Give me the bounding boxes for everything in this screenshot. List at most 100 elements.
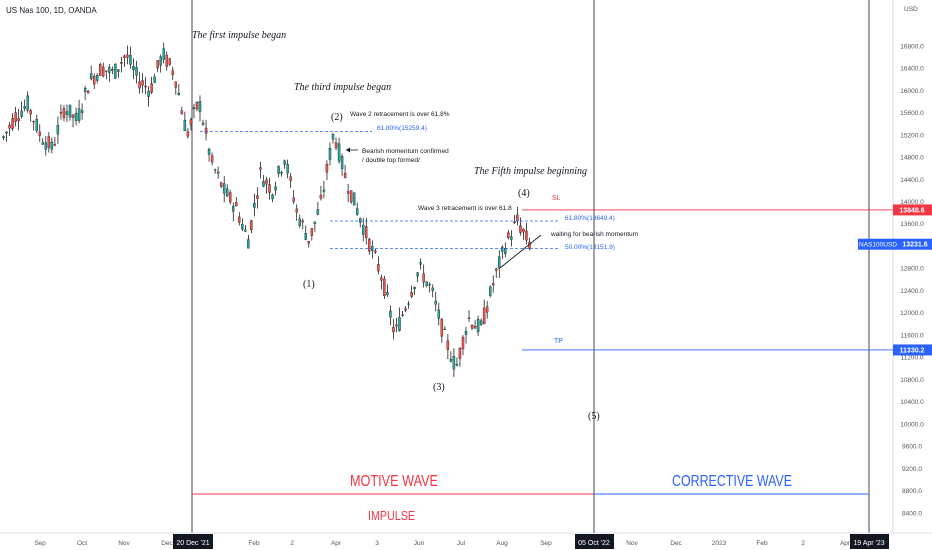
time-tick-label: Apr: [840, 540, 851, 547]
candle-body: [298, 218, 301, 226]
wave3-label: (3): [433, 382, 445, 393]
candle-body: [17, 118, 20, 121]
svg-text:13848.6: 13848.6: [899, 207, 924, 214]
time-tick-label: Dec: [161, 540, 173, 547]
wave5-label: (5): [588, 411, 600, 422]
candle-body: [207, 148, 211, 155]
candle-body: [368, 238, 371, 252]
candle-body: [286, 164, 289, 174]
candle-body: [35, 119, 38, 131]
candle-body: [216, 171, 220, 174]
candle-body: [14, 112, 17, 122]
candle-body: [162, 48, 165, 60]
candle-body: [213, 169, 217, 171]
candle-body: [65, 111, 69, 115]
candle-body: [50, 141, 54, 150]
candle-body: [123, 55, 126, 58]
candle-body: [247, 239, 250, 249]
candle-body: [71, 114, 75, 118]
price-tick-label: 8800.0: [902, 488, 922, 495]
candle-body: [443, 328, 447, 330]
price-tick-label: 14000.0: [900, 199, 924, 206]
candle-body: [262, 181, 265, 187]
sl-label: SL: [552, 195, 561, 202]
wave4-label: (4): [518, 188, 530, 199]
time-axis[interactable]: [0, 533, 932, 550]
candle-body: [189, 119, 193, 125]
candle-body: [522, 228, 525, 233]
time-tick-label: 2: [290, 540, 294, 547]
fib-618-wave4-label: 61.80%(13649.4): [565, 215, 615, 222]
candle-body: [80, 110, 84, 113]
candle-body: [111, 69, 114, 71]
candle-body: [337, 143, 341, 162]
candle-body: [392, 326, 395, 333]
candle-body: [86, 90, 90, 94]
candle-body: [383, 278, 386, 297]
plot-area[interactable]: [0, 0, 893, 533]
candle-body: [38, 131, 41, 136]
candle-body: [389, 310, 392, 318]
candle-body: [219, 182, 223, 187]
time-tick-label: Nov: [118, 540, 130, 547]
candle-body: [204, 127, 208, 134]
wave2-note: Wave 2 retracement is over 61.8%: [350, 111, 450, 118]
tp-price-tag: 11330.2: [893, 344, 932, 356]
bearish-arrow-head: [346, 147, 350, 153]
candle-body: [485, 306, 489, 313]
svg-text:11330.2: 11330.2: [900, 347, 925, 354]
time-tick-label: 3: [375, 540, 379, 547]
candle-body: [319, 195, 323, 199]
candle-body: [141, 80, 144, 86]
candle-body: [171, 70, 174, 76]
candle-body: [59, 111, 63, 114]
motive-wave-label: MOTIVE WAVE: [350, 473, 438, 490]
candle-body: [386, 291, 389, 296]
candle-body: [431, 287, 434, 291]
candle-body: [428, 284, 431, 286]
svg-text:20 Dec '21: 20 Dec '21: [176, 540, 209, 547]
candle-body: [147, 90, 150, 97]
candle-body: [365, 226, 368, 239]
candle-body: [177, 92, 181, 95]
candle-body: [349, 190, 353, 203]
tp-label: TP: [554, 338, 563, 345]
price-axis[interactable]: [893, 0, 932, 533]
price-tick-label: 14800.0: [900, 155, 924, 162]
candle-body: [120, 62, 123, 64]
candle-body: [41, 142, 45, 145]
candle-body: [159, 56, 162, 66]
time-tick-label: Aug: [496, 540, 508, 547]
candle-body: [377, 264, 380, 272]
candle-body: [464, 330, 468, 335]
candle-body: [498, 256, 501, 269]
candle-body: [422, 273, 425, 283]
candle-body: [410, 292, 413, 297]
time-tick-label: Nov: [626, 540, 638, 547]
price-tick-label: 10800.0: [900, 377, 924, 384]
candle-body: [117, 69, 120, 72]
candle-body: [102, 66, 105, 77]
price-tick-label: 12800.0: [900, 266, 924, 273]
candle-body: [89, 73, 93, 80]
time-tick-label: 2: [801, 540, 805, 547]
candle-body: [504, 248, 507, 255]
waiting-note: waiting for bearish momentum: [550, 231, 638, 238]
candle-body: [516, 214, 519, 222]
candle-body: [395, 324, 398, 327]
candle-body: [280, 172, 283, 174]
candle-body: [440, 318, 444, 337]
candle-body: [501, 246, 504, 252]
candle-body: [470, 325, 474, 329]
candle-body: [488, 286, 492, 296]
candle-body: [419, 262, 422, 265]
candle-body: [277, 166, 280, 174]
price-tick-label: 15600.0: [900, 110, 924, 117]
candle-body: [56, 125, 60, 135]
candle-body: [274, 186, 277, 191]
candle-body: [301, 220, 304, 223]
trendline[interactable]: [499, 234, 542, 269]
price-tick-label: 13600.0: [900, 221, 924, 228]
fib-618-wave2-label: 61.80%(15259.4): [377, 125, 427, 132]
